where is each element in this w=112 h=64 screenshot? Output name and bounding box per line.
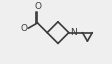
Text: O: O (20, 24, 27, 33)
Text: O: O (34, 2, 41, 11)
Text: N: N (70, 28, 76, 37)
